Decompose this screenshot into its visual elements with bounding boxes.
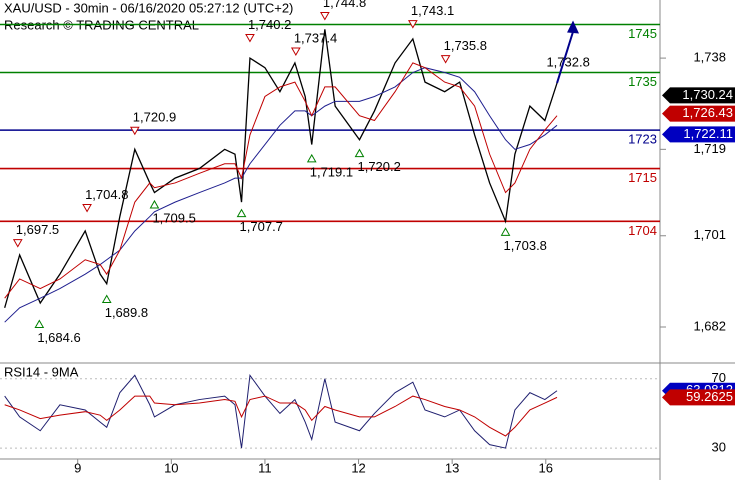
y-tick-label: 1,701 (693, 227, 726, 242)
annotation-label: 1,740.2 (248, 17, 291, 32)
x-tick-label: 9 (74, 460, 81, 475)
price-tag (670, 87, 735, 104)
price-tag-label: 1,722.11 (683, 126, 733, 141)
level-label: 1715 (628, 170, 657, 185)
target-arrowhead (567, 20, 580, 34)
price-tag-label: 1,730.24 (682, 87, 733, 102)
price-tag-pointer (662, 87, 670, 104)
series-line (4, 373, 558, 449)
annotation-label: 1,720.2 (357, 159, 400, 174)
level-label: 1735 (628, 74, 657, 89)
x-tick-label: 12 (351, 460, 365, 475)
price-tag (670, 126, 735, 143)
level-label: 1704 (628, 223, 657, 238)
level-label: 1745 (628, 26, 657, 41)
annotation-label: 1,720.9 (133, 110, 176, 125)
y-tick-label: 1,738 (693, 50, 726, 65)
low-marker (236, 208, 247, 218)
high-marker (12, 239, 23, 248)
y-tick-label: 70 (712, 370, 726, 385)
x-tick-label: 13 (445, 460, 459, 475)
x-tick-label: 10 (164, 460, 178, 475)
annotation-label: 1,697.5 (16, 222, 59, 237)
high-marker (129, 126, 140, 136)
annotation-label: 1,709.5 (152, 210, 195, 225)
high-marker (407, 20, 418, 29)
annotation-label: 1,707.7 (240, 219, 283, 234)
chart-title: XAU/USD - 30min - 06/16/2020 05:27:12 (U… (4, 0, 293, 15)
series-line (4, 67, 558, 323)
price-tag-pointer (662, 126, 670, 143)
y-tick-label: 30 (712, 440, 726, 455)
low-marker (354, 148, 365, 158)
annotation-label: 1,719.1 (310, 164, 353, 179)
level-label: 1723 (628, 132, 657, 147)
low-marker (306, 153, 317, 163)
high-marker (290, 47, 301, 56)
annotation-label: 1,743.1 (411, 3, 454, 18)
price-tag (670, 105, 735, 122)
annotation-label: 1,735.8 (444, 38, 487, 53)
price-tag-label: 59.2625 (686, 389, 733, 404)
annotation-label: 1,744.8 (323, 0, 366, 10)
series-line (4, 62, 558, 299)
high-marker (440, 55, 451, 64)
x-tick-label: 11 (258, 460, 272, 475)
annotation-label: 1,703.8 (504, 238, 547, 253)
high-marker (319, 11, 330, 21)
annotation-label: 1,684.6 (37, 330, 80, 345)
low-marker (500, 227, 511, 236)
annotation-label: 1,704.8 (85, 187, 128, 202)
low-marker (34, 319, 45, 329)
price-tag-pointer (662, 389, 670, 406)
price-tag-label: 1,726.43 (682, 105, 733, 120)
target-arrow (556, 28, 575, 84)
series-line (4, 29, 558, 308)
y-tick-label: 1,682 (693, 318, 726, 333)
annotation-label: 1,737.4 (294, 30, 337, 45)
low-marker (101, 294, 112, 304)
y-tick-label: 1,719 (693, 141, 726, 156)
rsi-title: RSI14 - 9MA (4, 364, 79, 379)
series-line (4, 395, 558, 437)
high-marker (82, 204, 92, 213)
annotation-label: 1,732.8 (546, 55, 589, 70)
low-marker (149, 199, 160, 209)
price-tag (670, 389, 735, 406)
annotation-label: 1,689.8 (105, 305, 148, 320)
x-tick-label: 16 (539, 460, 553, 475)
price-tag-pointer (662, 105, 670, 122)
high-marker (245, 34, 255, 43)
